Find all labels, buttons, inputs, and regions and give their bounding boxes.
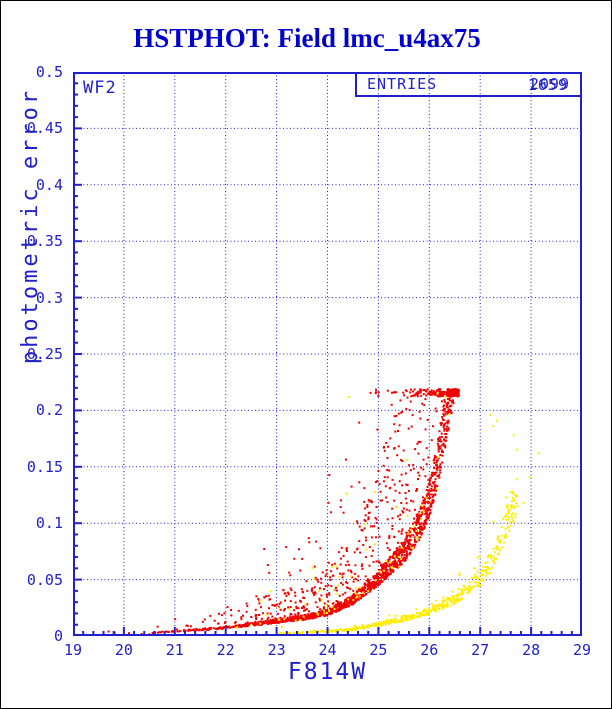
entries-stat-box: ENTRIES 2099 1659 (355, 72, 582, 97)
x-tick-label: 22 (216, 641, 235, 659)
x-tick-label: 19 (63, 641, 83, 659)
y-tick-label: 0.5 (35, 63, 63, 81)
x-tick-label: 29 (572, 641, 592, 659)
y-tick-label: 0.05 (26, 570, 63, 589)
x-tick-label: 27 (471, 641, 490, 659)
y-tick-label: 0.4 (35, 175, 63, 194)
chip-label: WF2 (83, 78, 117, 98)
y-axis-title: photometric error (18, 87, 43, 365)
x-tick-label: 20 (114, 641, 133, 659)
x-tick-label: 25 (369, 641, 388, 659)
entries-label: ENTRIES (367, 75, 438, 93)
axis-ticks (73, 82, 573, 636)
scatter-points-yellow-sequence (278, 413, 540, 635)
y-tick-label: 0.3 (35, 288, 63, 307)
scatter-points (107, 388, 540, 636)
y-tick-label: 0.45 (26, 119, 63, 138)
scatter-plot (73, 72, 582, 636)
x-tick-label: 21 (165, 641, 184, 659)
scatter-points-yellow-sequence (235, 392, 450, 629)
entries-value-overprint: 1659 (527, 76, 568, 94)
y-tick-label: 0.2 (35, 401, 63, 420)
y-tick-label: 0.35 (26, 232, 63, 251)
entries-value-primary: 2099 (529, 75, 570, 93)
y-tick-label: 0 (53, 627, 63, 645)
x-tick-label: 24 (318, 641, 337, 659)
x-tick-label: 26 (420, 641, 439, 659)
y-tick-label: 0.15 (26, 457, 63, 476)
y-tick-label: 0.1 (35, 514, 63, 533)
x-axis-title: F814W (287, 659, 368, 685)
plot-frame (73, 72, 582, 636)
x-tick-label: 23 (267, 641, 286, 659)
scatter-points-red-sequence (107, 388, 460, 636)
y-tick-label: 0.25 (26, 345, 63, 363)
x-tick-label: 28 (522, 641, 541, 659)
gridlines (73, 72, 582, 636)
page-title: HSTPHOT: Field lmc_u4ax75 (133, 23, 481, 53)
